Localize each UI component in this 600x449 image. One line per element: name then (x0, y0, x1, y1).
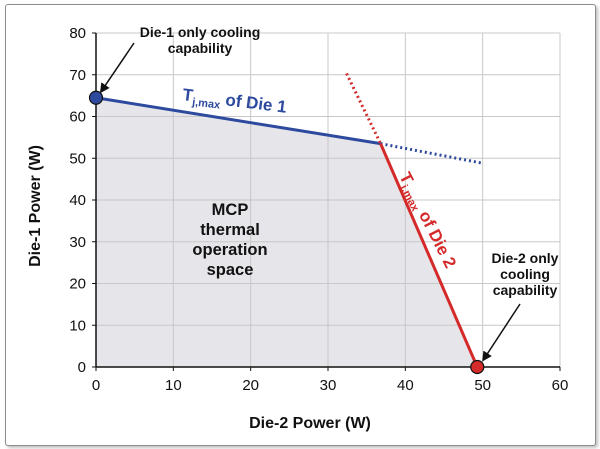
y-tick-label: 60 (69, 109, 86, 126)
series-2-line (379, 143, 479, 368)
y-axis-title: Die-1 Power (W) (27, 145, 44, 267)
y-tick-label: 50 (69, 150, 86, 167)
region-label-line: operation (192, 241, 267, 259)
series-1-dotted-extension (380, 142, 483, 165)
y-tick-label: 80 (69, 25, 86, 42)
x-tick-label: 50 (474, 377, 491, 394)
region-label-line: space (207, 261, 254, 279)
y-tick-label: 30 (69, 234, 86, 251)
series-label-subscript: j,max (190, 96, 221, 112)
x-tick-label: 10 (165, 377, 182, 394)
die1-annotation-line: capability (168, 40, 233, 56)
series-1-line (95, 96, 381, 146)
series-label-main: T (182, 85, 195, 105)
die1-annotation-line: Die-1 only cooling (140, 24, 261, 40)
y-tick-label: 20 (69, 276, 86, 293)
die2-annotation-line: cooling (500, 266, 550, 282)
y-tick-label: 0 (78, 359, 86, 376)
endpoint-marker-1 (88, 90, 104, 105)
series-label-rest: of Die 1 (220, 90, 288, 117)
region-label-line: MCP (212, 201, 249, 219)
x-tick-label: 40 (397, 377, 414, 394)
die2-annotation-line: capability (493, 282, 558, 298)
y-tick-label: 70 (69, 67, 86, 84)
y-tick-label: 10 (69, 317, 86, 334)
x-tick-label: 20 (242, 377, 259, 394)
region-label-line: thermal (200, 221, 260, 239)
x-axis-title: Die-2 Power (W) (249, 415, 371, 432)
y-tick-label: 40 (69, 192, 86, 209)
endpoint-marker-2 (470, 359, 485, 375)
x-tick-label: 30 (320, 377, 337, 394)
series-2-dotted-extension (345, 72, 382, 145)
die2-annotation-arrow (482, 303, 521, 362)
x-tick-label: 0 (92, 377, 100, 394)
die1-annotation-arrow (99, 42, 135, 94)
x-tick-label: 60 (552, 377, 569, 394)
die2-annotation-line: Die-2 only (492, 250, 559, 266)
operation-space-region (96, 97, 478, 368)
